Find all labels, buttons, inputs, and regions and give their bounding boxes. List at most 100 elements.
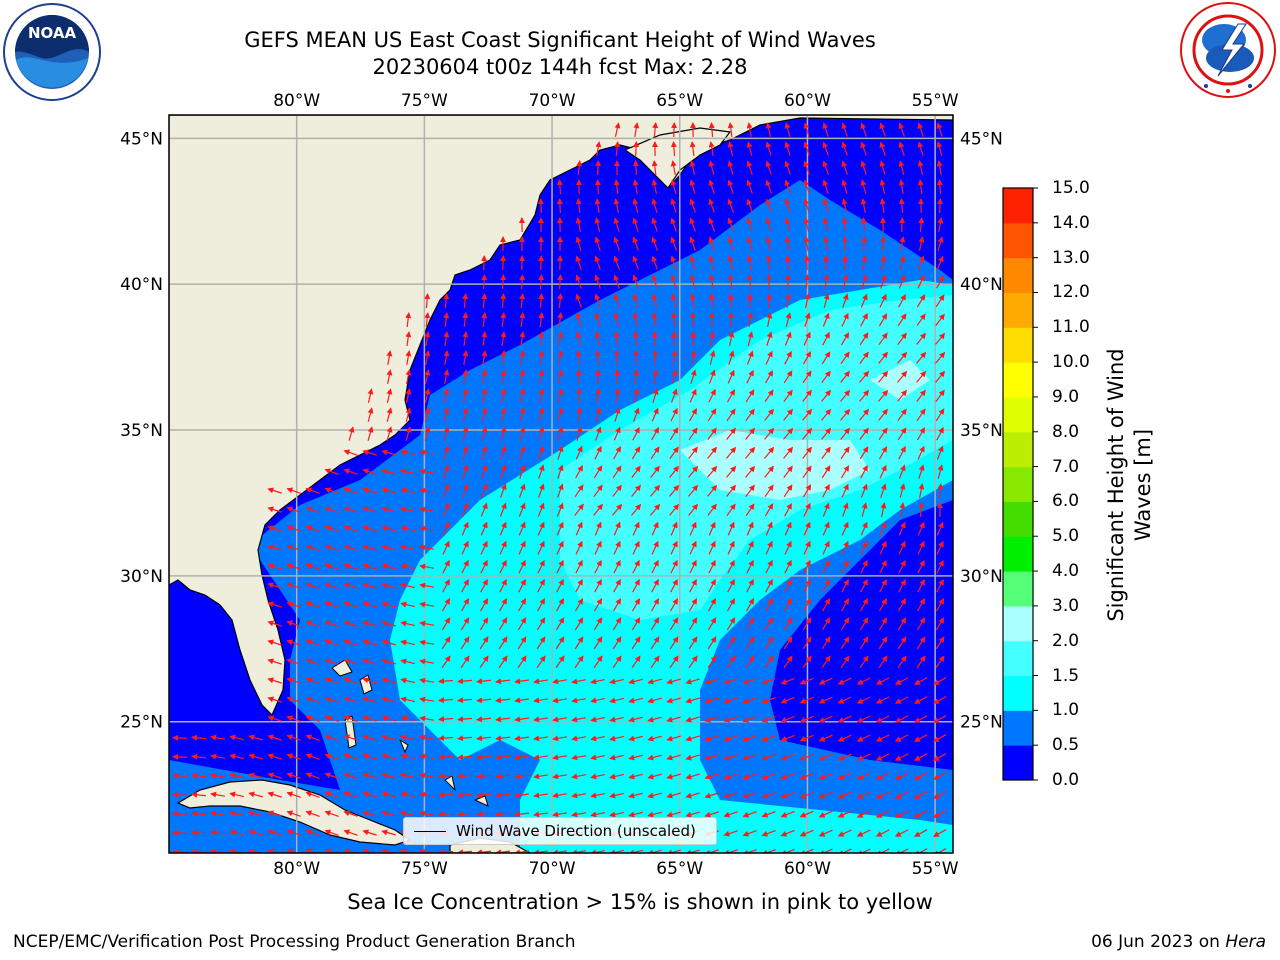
wind-wave-arrow	[499, 483, 507, 498]
wind-wave-arrow	[343, 582, 358, 589]
wind-wave-arrow	[533, 754, 549, 761]
wind-wave-arrow	[935, 598, 945, 612]
wind-wave-arrow	[519, 407, 526, 422]
colorbar-tick-label: 1.0	[1052, 700, 1080, 721]
wind-wave-arrow	[880, 236, 887, 252]
colorbar	[1002, 187, 1038, 781]
wind-wave-arrow	[443, 464, 450, 479]
wind-wave-arrow	[537, 483, 545, 498]
wind-wave-arrow	[802, 465, 812, 479]
wind-wave-arrow	[612, 655, 622, 669]
wind-wave-arrow	[670, 160, 677, 175]
wind-wave-arrow	[324, 487, 339, 494]
wind-wave-arrow	[802, 351, 812, 365]
wind-wave-arrow	[822, 141, 829, 156]
wind-wave-arrow	[457, 735, 473, 742]
wind-wave-arrow	[631, 503, 642, 516]
wind-wave-arrow	[669, 465, 680, 478]
wind-wave-arrow	[612, 617, 622, 631]
wind-wave-arrow	[381, 639, 396, 646]
wind-wave-arrow	[726, 636, 736, 650]
wind-wave-arrow	[552, 697, 567, 704]
wind-wave-arrow	[405, 407, 412, 422]
wind-wave-arrow	[424, 388, 431, 403]
lon-label-bottom: 65°W	[656, 859, 703, 879]
wind-wave-arrow	[441, 655, 451, 669]
wind-wave-arrow	[688, 427, 698, 441]
wind-wave-arrow	[764, 598, 774, 612]
wind-wave-arrow	[708, 141, 715, 156]
wind-wave-arrow	[933, 715, 947, 723]
wind-wave-arrow	[191, 734, 207, 741]
wind-wave-arrow	[419, 772, 435, 779]
wind-wave-arrow	[424, 293, 431, 309]
wind-wave-arrow	[210, 753, 226, 760]
wind-wave-arrow	[917, 160, 924, 175]
wind-wave-arrow	[783, 370, 793, 384]
wind-wave-arrow	[514, 754, 530, 761]
wind-wave-arrow	[519, 369, 526, 384]
wind-wave-arrow	[860, 521, 868, 536]
wind-wave-arrow	[784, 559, 792, 574]
wind-wave-arrow	[305, 696, 320, 703]
wind-wave-arrow	[613, 217, 620, 232]
wind-wave-arrow	[822, 198, 829, 213]
wind-wave-arrow	[799, 696, 814, 704]
wind-wave-arrow	[841, 578, 849, 593]
wind-wave-arrow	[936, 426, 944, 441]
wind-wave-arrow	[688, 617, 698, 631]
wind-wave-arrow	[859, 389, 870, 402]
wind-wave-arrow	[612, 503, 623, 516]
wind-wave-arrow	[419, 449, 435, 456]
wind-wave-arrow	[324, 715, 339, 722]
wind-wave-arrow	[723, 735, 738, 742]
wind-wave-arrow	[799, 677, 814, 685]
wind-wave-arrow	[424, 369, 431, 384]
wind-wave-arrow	[381, 563, 396, 570]
wind-wave-arrow	[742, 678, 757, 685]
wind-wave-arrow	[518, 502, 526, 517]
wind-wave-arrow	[878, 389, 889, 402]
wind-wave-arrow	[860, 559, 868, 574]
wind-wave-arrow	[343, 563, 358, 570]
wind-wave-arrow	[688, 598, 698, 612]
wind-wave-arrow	[689, 578, 697, 593]
wind-wave-arrow	[419, 639, 435, 646]
wind-wave-arrow	[840, 408, 851, 421]
wind-wave-arrow	[500, 274, 507, 290]
colorbar-segment	[1003, 466, 1033, 502]
wind-wave-arrow	[917, 122, 924, 137]
wind-wave-arrow	[457, 716, 473, 723]
wind-wave-arrow	[723, 697, 738, 704]
wind-wave-arrow	[916, 427, 926, 441]
wind-wave-arrow	[286, 506, 301, 513]
wind-wave-arrow	[500, 369, 507, 384]
wind-wave-arrow	[879, 293, 887, 308]
wind-wave-arrow	[708, 293, 715, 309]
wind-wave-arrow	[821, 655, 831, 669]
wind-wave-arrow	[419, 696, 435, 703]
wind-wave-arrow	[783, 408, 794, 421]
wind-wave-arrow	[381, 715, 396, 722]
wind-wave-arrow	[783, 465, 793, 478]
wind-wave-arrow	[575, 293, 582, 308]
wind-wave-arrow	[609, 754, 624, 761]
wind-wave-arrow	[514, 716, 530, 723]
wind-wave-arrow	[936, 122, 943, 137]
wind-wave-arrow	[381, 753, 396, 760]
colorbar-segment	[1003, 396, 1033, 433]
wind-wave-arrow	[400, 715, 415, 722]
wind-wave-arrow	[537, 540, 545, 555]
wind-wave-arrow	[747, 312, 754, 328]
wind-wave-arrow	[894, 677, 909, 685]
wind-wave-arrow	[651, 179, 658, 194]
colorbar-segment	[1003, 257, 1033, 293]
map-area[interactable]	[169, 115, 953, 855]
wind-wave-arrow	[765, 521, 773, 536]
wind-wave-arrow	[875, 753, 890, 761]
wind-wave-arrow	[538, 407, 545, 422]
wind-wave-arrow	[324, 696, 339, 703]
wind-wave-arrow	[837, 734, 852, 742]
wind-wave-arrow	[783, 446, 794, 459]
wind-wave-arrow	[424, 350, 431, 366]
